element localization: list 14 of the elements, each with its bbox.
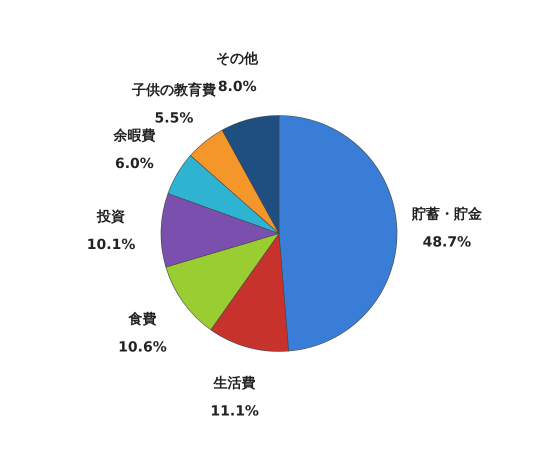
data-label: 48.7% [422,234,472,251]
data-label: 6.0% [114,156,154,172]
slice-label: 子供の教育費 [130,81,216,98]
slice-label: 余暇費 [112,128,156,144]
slice-label: その他 [216,50,260,67]
slice-label: 生活費 [212,376,256,392]
slice-label: 投資 [96,208,126,225]
data-label: 11.1% [210,404,259,420]
data-label: 5.5% [154,110,194,126]
slice-label: 貯蓄・貯金 [410,206,483,223]
data-label: 10.6% [118,339,167,356]
slice-label: 食費 [127,311,156,328]
data-label: 8.0% [218,78,257,95]
data-label: 10.1% [86,236,136,253]
